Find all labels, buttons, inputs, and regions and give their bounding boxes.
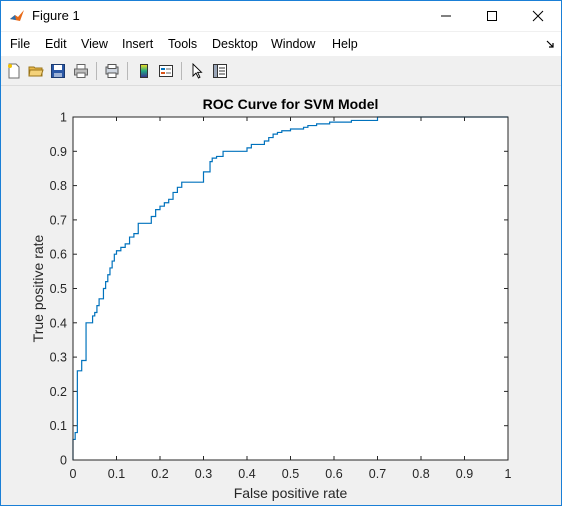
figure-toolbar [1, 57, 561, 86]
minimize-button[interactable] [423, 1, 469, 31]
print-preview-icon[interactable] [102, 61, 122, 81]
print-icon[interactable] [71, 61, 91, 81]
axis-ticks: 0 0.1 0.2 0.3 0.4 0.5 0.6 0.7 0.8 0.9 1 0 0.1 0.2 0.3 0… [50, 111, 512, 482]
menu-help[interactable]: Help [332, 37, 358, 51]
x-tick-label: 0.1 [108, 467, 125, 481]
save-icon[interactable] [48, 61, 68, 81]
x-tick-label: 0.9 [456, 467, 473, 481]
menu-window[interactable]: Window [271, 37, 316, 51]
menu-desktop[interactable]: Desktop [212, 37, 258, 51]
y-tick-label: 0.2 [50, 385, 67, 399]
y-tick-label: 0 [60, 454, 67, 468]
x-tick-label: 0.3 [195, 467, 212, 481]
edit-plot-pointer-icon[interactable] [187, 61, 207, 81]
y-tick-label: 0.4 [50, 316, 67, 330]
new-figure-icon[interactable] [4, 61, 24, 81]
x-tick-label: 0.6 [325, 467, 342, 481]
maximize-button[interactable] [469, 1, 515, 31]
y-tick-label: 0.9 [50, 145, 67, 159]
insert-legend-icon[interactable] [156, 61, 176, 81]
x-tick-label: 0.7 [369, 467, 386, 481]
y-tick-label: 0.8 [50, 179, 67, 193]
open-file-icon[interactable] [26, 61, 46, 81]
menu-bar: File Edit View Insert Tools Desktop Wind… [1, 32, 561, 56]
x-tick-label: 0 [70, 467, 77, 481]
y-tick-label: 0.5 [50, 282, 67, 296]
matlab-icon [9, 8, 25, 24]
menu-edit[interactable]: Edit [45, 37, 67, 51]
title-bar[interactable]: Figure 1 [1, 1, 561, 31]
y-tick-label: 1 [60, 111, 67, 125]
y-axis-label: True positive rate [30, 234, 46, 342]
y-tick-label: 0.6 [50, 248, 67, 262]
x-tick-label: 0.8 [412, 467, 429, 481]
menu-file[interactable]: File [10, 37, 31, 51]
y-tick-label: 0.7 [50, 213, 67, 227]
insert-colorbar-icon[interactable] [134, 61, 154, 81]
menu-tools[interactable]: Tools [168, 37, 198, 51]
axes-area[interactable] [73, 117, 508, 460]
menu-insert[interactable]: Insert [122, 37, 154, 51]
window-title: Figure 1 [32, 8, 80, 23]
dock-arrow-icon[interactable] [545, 38, 555, 48]
axes-box [72, 116, 509, 461]
chart-title: ROC Curve for SVM Model [203, 96, 379, 112]
x-axis-label: False positive rate [234, 485, 348, 501]
x-tick-label: 0.5 [282, 467, 299, 481]
property-inspector-icon[interactable] [210, 61, 230, 81]
menu-view[interactable]: View [81, 37, 108, 51]
roc-curve-line [72, 116, 508, 460]
x-tick-label: 0.2 [151, 467, 168, 481]
x-tick-label: 0.4 [238, 467, 255, 481]
close-button[interactable] [515, 1, 561, 31]
y-tick-label: 0.1 [50, 419, 67, 433]
y-tick-label: 0.3 [50, 351, 67, 365]
x-tick-label: 1 [505, 467, 512, 481]
